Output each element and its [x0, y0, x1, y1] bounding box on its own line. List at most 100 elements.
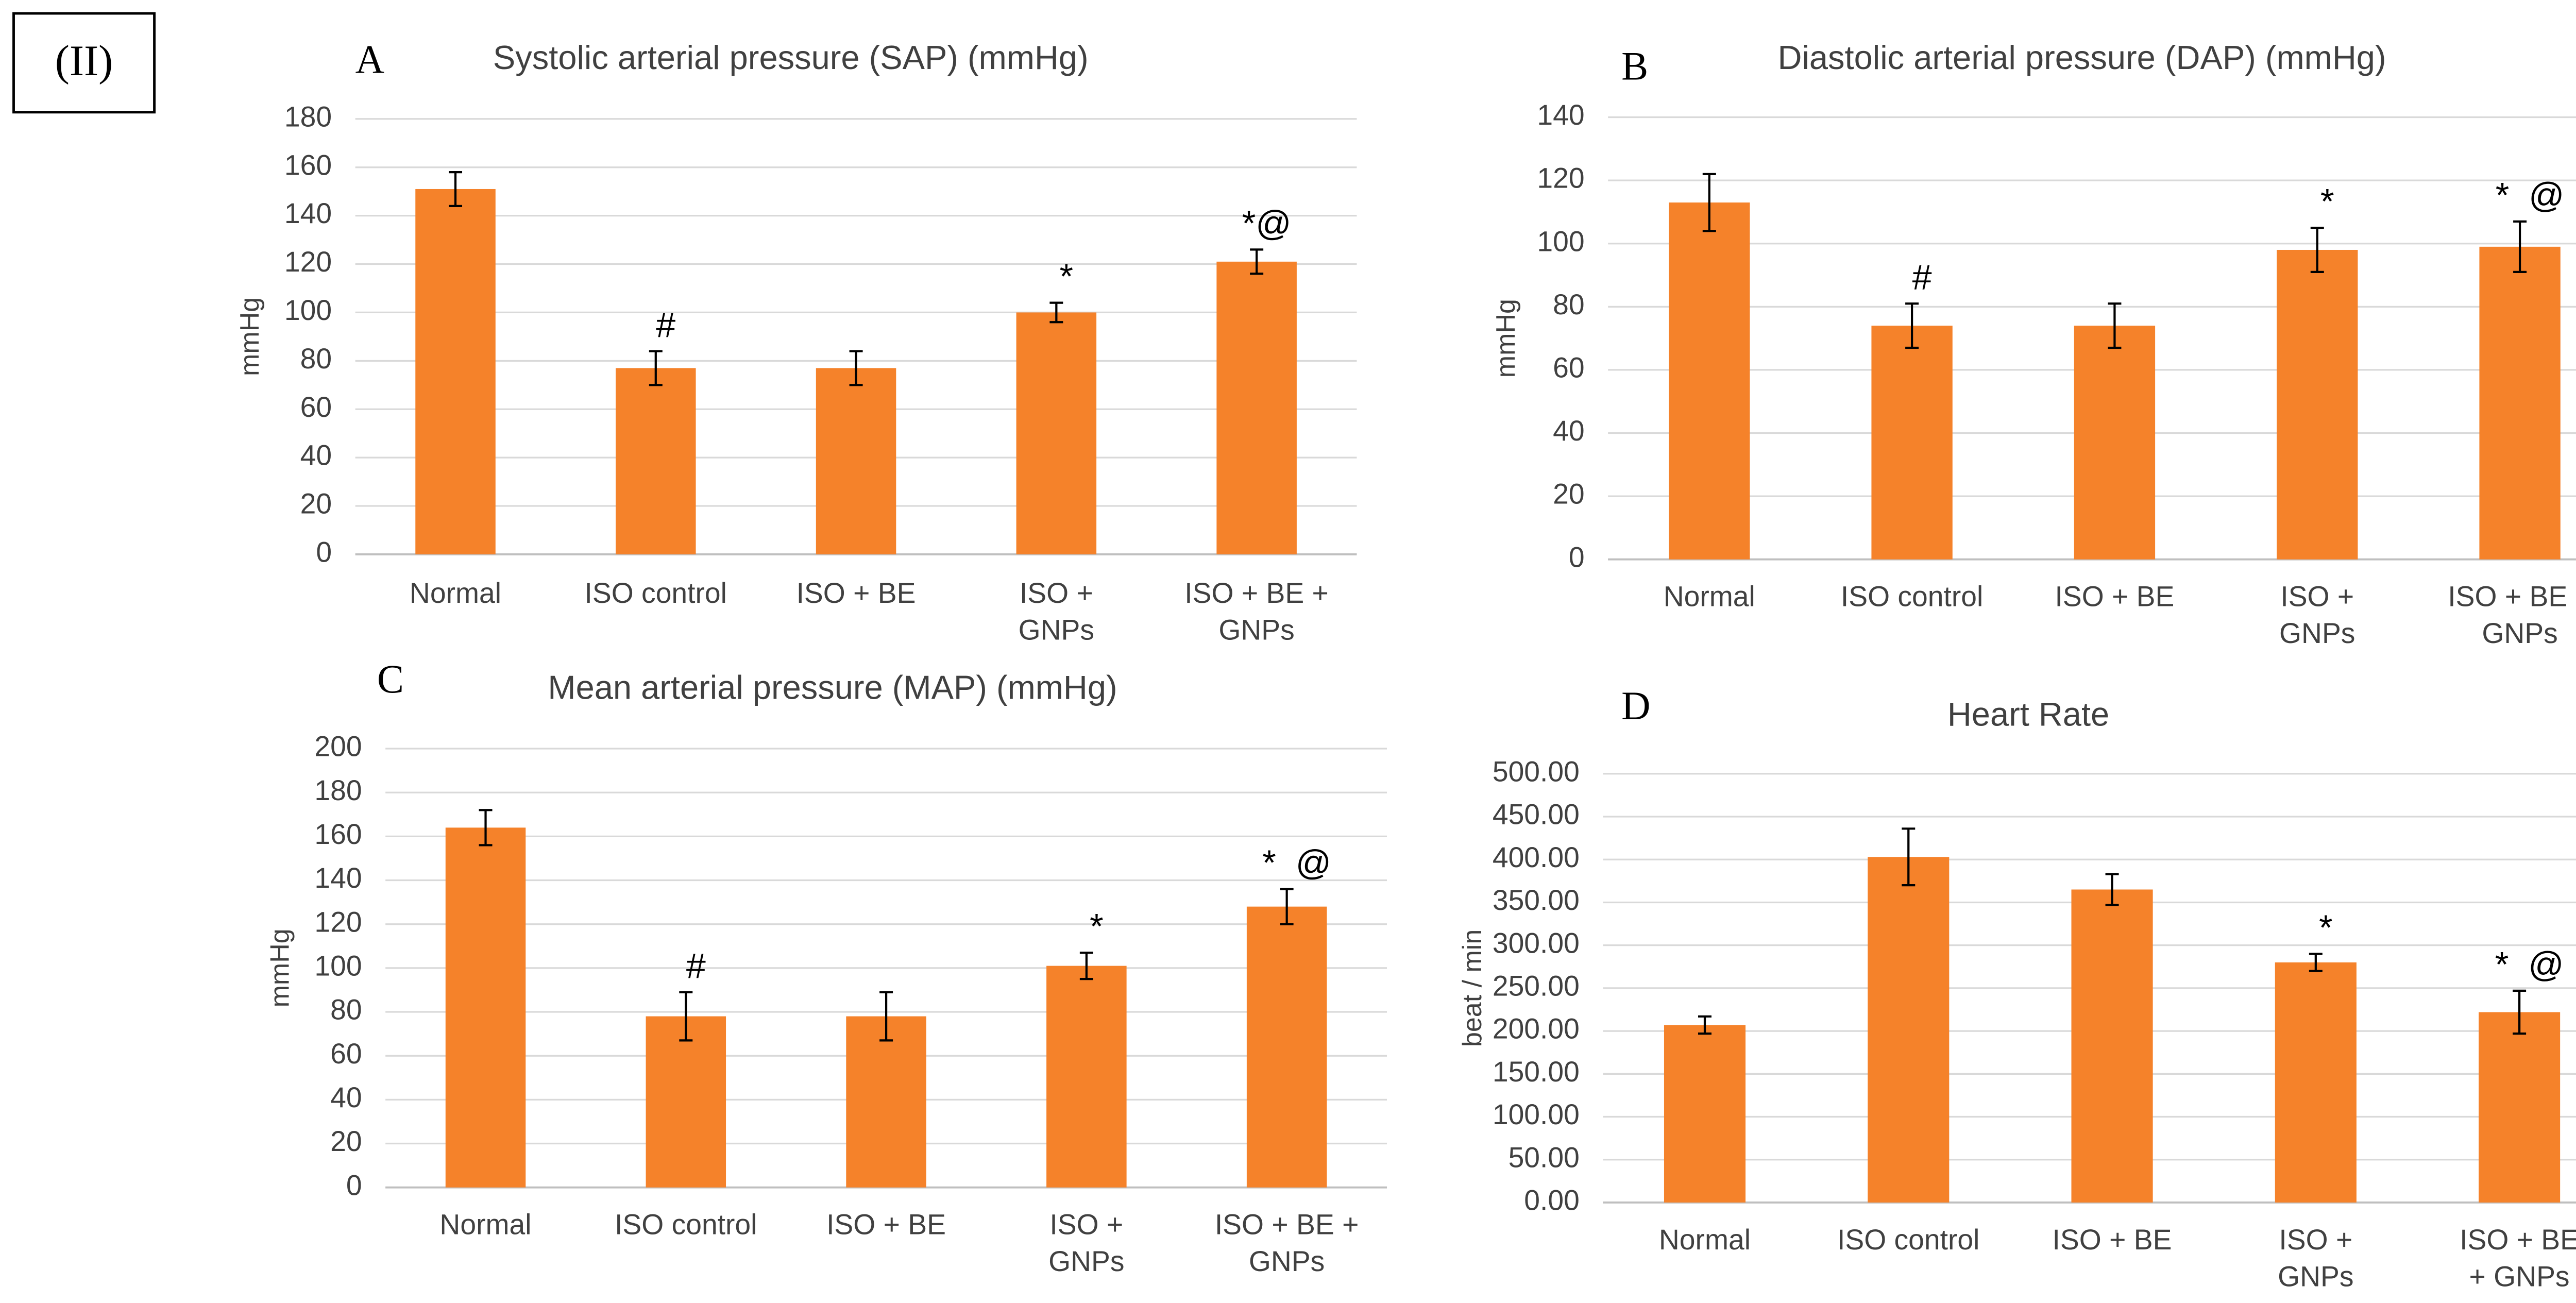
y-tick-label: 180 — [284, 100, 332, 132]
y-tick-label: 120 — [1537, 162, 1584, 194]
x-tick-label: ISO + GNPs — [2279, 581, 2355, 650]
bar — [616, 368, 696, 554]
bar — [2277, 249, 2358, 560]
y-axis-label: beat / min — [1458, 929, 1487, 1047]
bar — [846, 1016, 926, 1188]
y-tick-label: 350.00 — [1493, 884, 1580, 916]
significance-label: * @ — [2496, 176, 2565, 215]
significance-label: *@ — [1242, 204, 1292, 243]
x-tick-label: Normal — [1663, 581, 1755, 613]
y-tick-label: 100 — [1537, 225, 1584, 257]
figure-label: (II) — [55, 37, 113, 85]
x-tick-label: ISO + BE — [796, 578, 916, 610]
y-tick-label: 60 — [1553, 352, 1584, 384]
bar — [2071, 889, 2153, 1203]
x-tick-label: ISO + GNPs — [2278, 1224, 2354, 1293]
x-tick-label-box: Normal — [1658, 1224, 1751, 1256]
y-tick-label: 20 — [1553, 478, 1584, 510]
x-tick-label-box: ISO + BE + GNPs — [1184, 578, 1329, 647]
y-tick-label: 140 — [314, 862, 362, 894]
y-tick-label: 80 — [1553, 289, 1584, 320]
x-tick-label-box: ISO + BE — [2052, 1224, 2172, 1256]
significance-label: * — [1060, 257, 1074, 296]
significance-label: * — [2320, 182, 2334, 222]
bar — [646, 1016, 726, 1188]
y-tick-label: 180 — [314, 774, 362, 806]
x-tick-label: Normal — [409, 578, 502, 610]
y-tick-label: 400.00 — [1493, 841, 1580, 873]
x-tick-label: Normal — [439, 1209, 532, 1241]
y-tick-label: 160 — [284, 149, 332, 181]
y-tick-label: 160 — [314, 818, 362, 850]
bar — [2479, 246, 2561, 560]
x-tick-label-box: ISO + BE + GNPs — [2460, 1224, 2576, 1293]
y-tick-label: 500.00 — [1493, 755, 1580, 787]
y-axis-label: mmHg — [265, 928, 295, 1007]
x-tick-label: ISO + BE — [826, 1209, 946, 1241]
x-tick-label: ISO control — [584, 578, 727, 610]
x-tick-label: ISO + BE — [2052, 1224, 2172, 1256]
y-tick-label: 100 — [284, 294, 332, 326]
bar — [2275, 962, 2357, 1203]
x-tick-label: ISO + GNPs — [1018, 578, 1095, 647]
panel-letter: B — [1621, 43, 1648, 88]
bar — [415, 189, 496, 554]
x-tick-label: ISO + BE + GNPs — [2448, 581, 2576, 650]
y-tick-label: 100.00 — [1493, 1098, 1580, 1130]
x-tick-label-box: ISO control — [584, 578, 727, 610]
x-tick-label-box: ISO control — [1837, 1224, 1979, 1256]
bar — [1046, 966, 1127, 1188]
y-tick-label: 20 — [300, 488, 332, 520]
chart-title: Systolic arterial pressure (SAP) (mmHg) — [493, 39, 1089, 76]
y-tick-label: 140 — [1537, 99, 1584, 131]
significance-label: # — [686, 946, 706, 986]
y-tick-label: 80 — [300, 343, 332, 375]
y-tick-label: 40 — [330, 1081, 362, 1113]
y-tick-label: 60 — [330, 1038, 362, 1070]
y-tick-label: 120 — [314, 906, 362, 938]
y-axis-label: mmHg — [235, 297, 265, 376]
bar — [2074, 326, 2156, 560]
x-tick-label-box: Normal — [1663, 581, 1755, 613]
y-tick-label: 250.00 — [1493, 970, 1580, 1002]
y-tick-label: 0 — [316, 536, 332, 568]
y-tick-label: 200 — [314, 731, 362, 763]
y-tick-label: 150.00 — [1493, 1056, 1580, 1088]
x-tick-label: ISO + BE + GNPs — [2460, 1224, 2576, 1293]
x-tick-label: Normal — [1658, 1224, 1751, 1256]
significance-label: * @ — [2495, 945, 2564, 984]
x-tick-label-box: ISO + BE + GNPs — [2448, 581, 2576, 650]
bar — [2479, 1012, 2561, 1203]
y-tick-label: 140 — [284, 197, 332, 229]
y-axis-label: mmHg — [1491, 299, 1521, 378]
y-tick-label: 300.00 — [1493, 927, 1580, 959]
x-tick-label: ISO + BE — [2055, 581, 2175, 613]
y-tick-label: 20 — [330, 1125, 362, 1157]
significance-label: # — [1912, 258, 1932, 297]
panel-letter: A — [355, 37, 384, 81]
x-tick-label: ISO control — [615, 1209, 757, 1241]
x-tick-label-box: ISO control — [1841, 581, 1983, 613]
figure-label-box — [12, 12, 156, 114]
panel-letter: D — [1621, 683, 1650, 728]
x-tick-label-box: Normal — [409, 578, 502, 610]
chart-title: Mean arterial pressure (MAP) (mmHg) — [548, 668, 1117, 706]
x-tick-label: ISO + GNPs — [1048, 1209, 1125, 1278]
bar — [816, 368, 896, 554]
y-tick-label: 50.00 — [1509, 1141, 1580, 1173]
bar — [1216, 261, 1297, 554]
x-tick-label-box: ISO + GNPs — [2279, 581, 2355, 650]
bar — [1246, 906, 1327, 1188]
chart-title: Heart Rate — [1947, 695, 2109, 733]
y-tick-label: 100 — [314, 950, 362, 982]
x-tick-label: ISO + BE + GNPs — [1184, 578, 1329, 647]
y-tick-label: 40 — [300, 439, 332, 471]
panel-letter: C — [377, 656, 404, 701]
y-tick-label: 0 — [1569, 541, 1585, 573]
x-tick-label-box: ISO + BE — [826, 1209, 946, 1241]
y-tick-label: 200.00 — [1493, 1013, 1580, 1045]
chart-title: Diastolic arterial pressure (DAP) (mmHg) — [1778, 39, 2386, 76]
x-tick-label-box: ISO + GNPs — [1048, 1209, 1125, 1278]
